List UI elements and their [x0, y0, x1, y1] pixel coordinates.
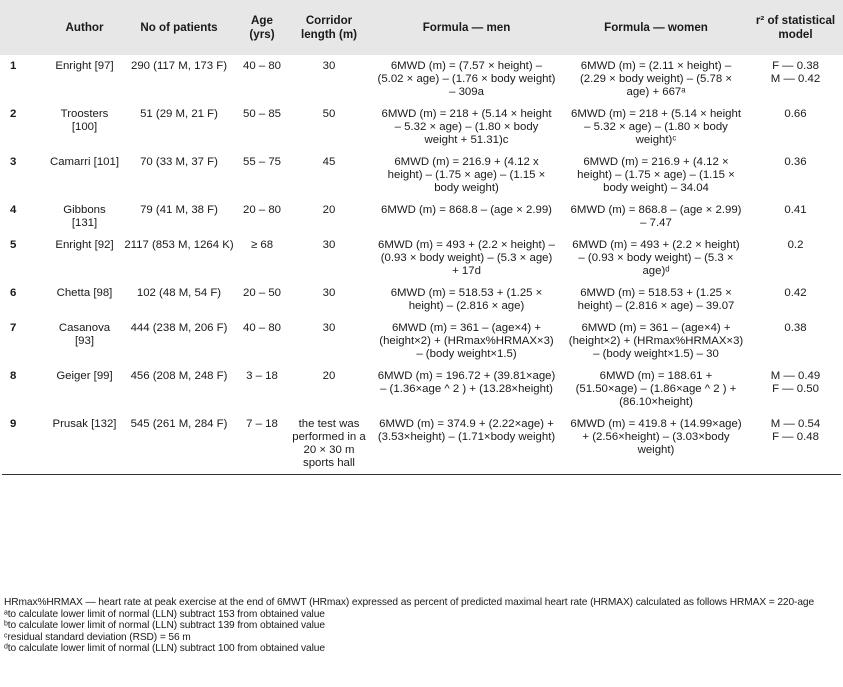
r2-cell: 0.66	[784, 108, 807, 120]
formula-men-cell: 6MWD (m) = 196.72 + (39.81×age) – (1.36×…	[377, 370, 556, 395]
formula-women-cell: 6MWD (m) = 361 – (age×4) + (height×2) + …	[568, 322, 744, 360]
formula-men-cell: 6MWD (m) = 374.9 + (2.22×age) + (3.53×he…	[371, 413, 562, 475]
table-row: 1 Enright [97] 290 (117 M, 173 F) 40 – 80 30…	[2, 55, 841, 103]
header-age: Age (yrs)	[249, 14, 275, 41]
r2-cell: 0.41	[784, 204, 807, 216]
header-band	[0, 0, 843, 55]
patients-cell: 290 (117 M, 173 F)	[130, 60, 228, 72]
table-row: 3 Camarri [101] 70 (33 M, 37 F) 55 – 75 45 6M…	[2, 151, 841, 199]
formula-women-cell: 6MWD (m) = 493 + (2.2 × height) – (0.93 …	[572, 239, 740, 277]
patients-cell: 444 (238 M, 206 F)	[130, 322, 228, 334]
patients-cell: 70 (33 M, 37 F)	[140, 156, 218, 168]
age-cell: 3 – 18	[246, 370, 278, 382]
formula-women-cell: 6MWD (m) = (2.11 × height) – (2.29 × bod…	[580, 60, 732, 98]
table-row: 8 Geiger [99] 456 (208 M, 248 F) 3 – 18 20 6M…	[2, 365, 841, 413]
patients-cell: 79 (41 M, 38 F)	[140, 204, 218, 216]
row-number: 7	[10, 322, 17, 334]
age-cell: 20 – 80	[242, 204, 281, 216]
r2-cell: 0.42	[784, 287, 807, 299]
corridor-cell: 20	[322, 204, 336, 216]
footnote-b: ᵇto calculate lower limit of normal (LLN…	[4, 620, 325, 632]
row-number: 9	[2, 413, 48, 475]
formula-men-cell: 6MWD (m) = 218 + (5.14 × height – 5.32 ×…	[381, 108, 552, 146]
r2-cell: 0.36	[784, 156, 807, 168]
corridor-cell: 30	[322, 322, 336, 334]
footnote-a: ᵃto calculate lower limit of normal (LLN…	[4, 608, 325, 620]
corridor-cell: 30	[322, 287, 336, 299]
patients-cell: 456 (208 M, 248 F)	[130, 370, 228, 382]
header-formula-men: Formula — men	[422, 20, 511, 34]
author-cell: Casanova [93]	[58, 322, 111, 347]
corridor-cell: 50	[322, 108, 336, 120]
header-corridor: Corridor length (m)	[300, 14, 358, 41]
patients-cell: 51 (29 M, 21 F)	[140, 108, 218, 120]
author-cell: Troosters [100]	[60, 108, 109, 133]
header-patients: No of patients	[140, 20, 218, 34]
r2-cell: F — 0.38 M — 0.42	[770, 60, 821, 85]
corridor-cell: 30	[322, 239, 336, 251]
table-row: 5 Enright [92] 2117 (853 M, 1264 K) ≥ 68 30 6…	[2, 234, 841, 282]
table-row: 6 Chetta [98] 102 (48 M, 54 F) 20 – 50 30 6MW…	[2, 282, 841, 317]
author-cell: Chetta [98]	[56, 287, 113, 299]
header-author: Author	[65, 20, 104, 34]
patients-cell: 102 (48 M, 54 F)	[136, 287, 222, 299]
footnote-c: ᶜresidual standard deviation (RSD) = 56 …	[4, 631, 191, 643]
age-cell: 50 – 85	[242, 108, 281, 120]
row-number: 5	[10, 239, 17, 251]
row-number: 8	[10, 370, 17, 382]
row-number: 1	[10, 60, 17, 72]
patients-cell: 545 (261 M, 284 F)	[121, 413, 237, 475]
author-cell: Geiger [99]	[56, 370, 113, 382]
header-num	[2, 0, 48, 55]
formula-women-cell: 6MWD (m) = 216.9 + (4.12 × height) – (1.…	[577, 156, 735, 194]
formula-men-cell: 6MWD (m) = (7.57 × height) – (5.02 × age…	[377, 60, 556, 98]
footnote-d: ᵈto calculate lower limit of normal (LLN…	[4, 643, 325, 655]
author-cell: Prusak [132]	[48, 413, 121, 475]
reference-equations-table: Author No of patients Age (yrs) Corridor…	[2, 0, 841, 475]
formula-men-cell: 6MWD (m) = 518.53 + (1.25 × height) – (2…	[390, 287, 543, 312]
row-number: 2	[10, 108, 17, 120]
formula-women-cell: 6MWD (m) = 218 + (5.14 × height – 5.32 ×…	[571, 108, 741, 146]
author-cell: Camarri [101]	[50, 156, 120, 168]
age-cell: ≥ 68	[250, 239, 274, 251]
header-r2: r² of statistical model	[755, 14, 836, 41]
r2-cell: M — 0.54 F — 0.48	[750, 413, 841, 475]
age-cell: 40 – 80	[242, 60, 281, 72]
row-number: 4	[10, 204, 17, 216]
formula-men-cell: 6MWD (m) = 493 + (2.2 × height) – (0.93 …	[378, 239, 555, 277]
row-number: 6	[10, 287, 17, 299]
r2-cell: 0.2	[787, 239, 804, 251]
formula-women-cell: 6MWD (m) = 518.53 + (1.25 × height) – (2…	[577, 287, 735, 312]
footnotes: HRmax%HRMAX — heart rate at peak exercis…	[4, 597, 834, 655]
age-cell: 7 – 18	[237, 413, 287, 475]
author-cell: Enright [92]	[55, 239, 114, 251]
r2-cell: M — 0.49 F — 0.50	[770, 370, 821, 395]
corridor-cell: 45	[322, 156, 336, 168]
header-row: Author No of patients Age (yrs) Corridor…	[2, 0, 841, 55]
formula-men-cell: 6MWD (m) = 361 – (age×4) + (height×2) + …	[379, 322, 554, 360]
age-cell: 55 – 75	[242, 156, 281, 168]
formula-men-cell: 6MWD (m) = 216.9 + (4.12 x height) – (1.…	[387, 156, 546, 194]
table-row: 7 Casanova [93] 444 (238 M, 206 F) 40 – 80 3…	[2, 317, 841, 365]
age-cell: 20 – 50	[242, 287, 281, 299]
corridor-cell: 20	[322, 370, 336, 382]
formula-women-cell: 6MWD (m) = 188.61 + (51.50×age) – (1.86×…	[575, 370, 737, 408]
footnote-hrmax: HRmax%HRMAX — heart rate at peak exercis…	[4, 597, 815, 608]
r2-cell: 0.38	[784, 322, 807, 334]
corridor-cell: the test was performed in a 20 × 30 m sp…	[287, 413, 371, 475]
author-cell: Enright [97]	[55, 60, 114, 72]
corridor-cell: 30	[322, 60, 336, 72]
header-formula-women: Formula — women	[604, 20, 708, 34]
age-cell: 40 – 80	[242, 322, 281, 334]
formula-men-cell: 6MWD (m) = 868.8 – (age × 2.99)	[381, 204, 552, 216]
formula-women-cell: 6MWD (m) = 419.8 + (14.99×age) + (2.56×h…	[562, 413, 750, 475]
author-cell: Gibbons [131]	[63, 204, 106, 229]
patients-cell: 2117 (853 M, 1264 K)	[124, 239, 234, 251]
table-row: 9 Prusak [132] 545 (261 M, 284 F) 7 – 18 the…	[2, 413, 841, 475]
table-row: 4 Gibbons [131] 79 (41 M, 38 F) 20 – 80 20 6M…	[2, 199, 841, 234]
table-row: 2 Troosters [100] 51 (29 M, 21 F) 50 – 85 50…	[2, 103, 841, 151]
row-number: 3	[10, 156, 17, 168]
formula-women-cell: 6MWD (m) = 868.8 – (age × 2.99) – 7.47	[570, 204, 742, 229]
